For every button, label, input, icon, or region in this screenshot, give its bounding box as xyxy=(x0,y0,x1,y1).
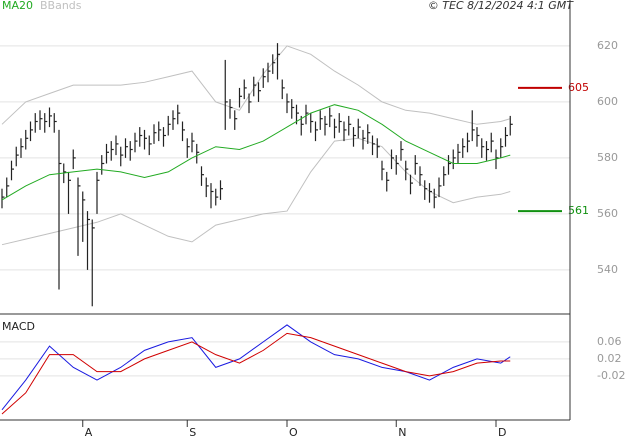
bband-lower xyxy=(1,137,511,246)
y-tick-label: 580 xyxy=(597,151,618,164)
plot: 540 560 580 600 620 605 561 0.06 0.02 -0.02 A S O N D xyxy=(0,39,625,439)
y-tick-label: 0.02 xyxy=(597,352,622,365)
level-label: 561 xyxy=(568,204,589,217)
source: © TEC 8/12/2024 4:1 GMT xyxy=(428,0,574,12)
legend-bbands: BBands xyxy=(40,0,82,12)
macd-line xyxy=(1,332,511,415)
level-label: 605 xyxy=(568,81,589,94)
x-tick-label: O xyxy=(289,426,298,439)
x-tick-label: A xyxy=(85,426,93,439)
x-tick-label: D xyxy=(498,426,506,439)
x-tick-label: N xyxy=(398,426,406,439)
macd-title: MACD xyxy=(2,320,35,333)
macd-line xyxy=(1,324,511,411)
y-tick-label: 540 xyxy=(597,263,618,276)
y-tick-label: -0.02 xyxy=(597,369,625,382)
y-tick-label: 0.06 xyxy=(597,335,622,348)
legend-ma20: MA20 xyxy=(2,0,33,12)
y-tick-label: 560 xyxy=(597,207,618,220)
y-tick-label: 620 xyxy=(597,39,618,52)
x-tick-label: S xyxy=(189,426,196,439)
ma20-line xyxy=(1,104,511,201)
y-tick-label: 600 xyxy=(597,95,618,108)
